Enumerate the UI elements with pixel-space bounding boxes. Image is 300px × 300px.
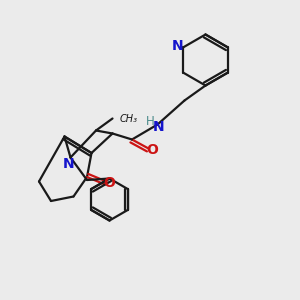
Text: N: N bbox=[62, 157, 74, 170]
Text: O: O bbox=[146, 143, 158, 157]
Text: O: O bbox=[103, 176, 116, 190]
Text: CH₃: CH₃ bbox=[120, 113, 138, 124]
Text: N: N bbox=[172, 39, 184, 53]
Text: N: N bbox=[153, 120, 165, 134]
Text: H: H bbox=[146, 115, 154, 128]
